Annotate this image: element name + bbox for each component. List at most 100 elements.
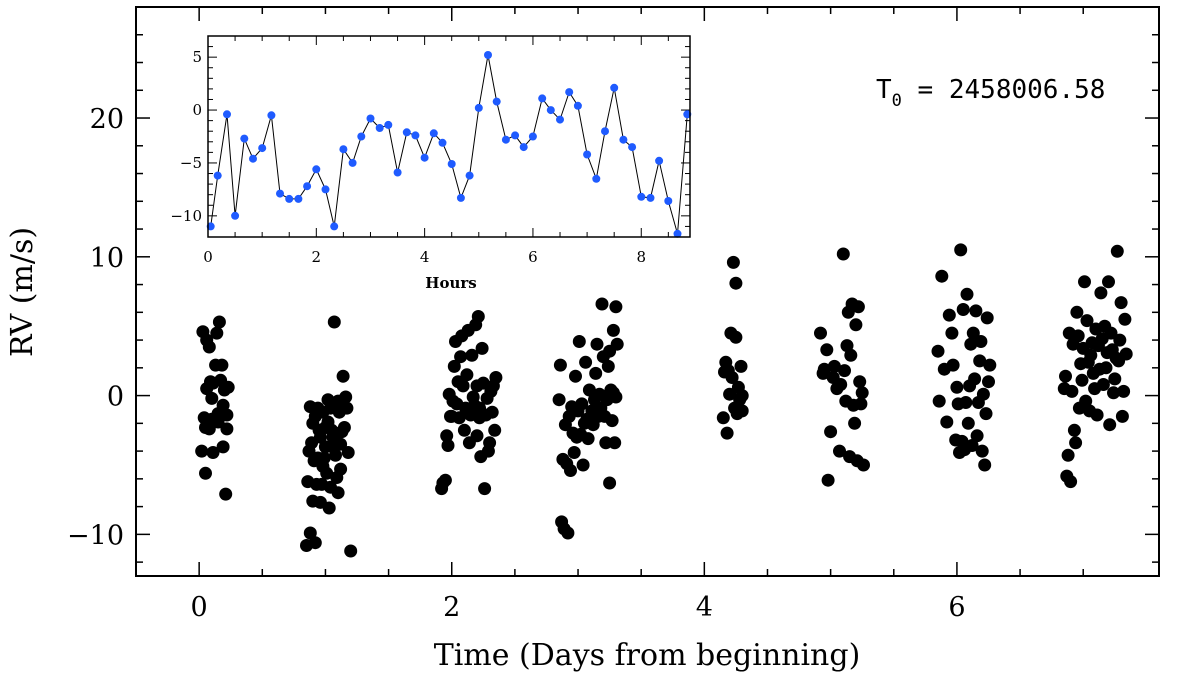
data-point (1114, 296, 1128, 310)
data-point (581, 432, 595, 446)
y-tick-label: 10 (90, 243, 124, 274)
data-point (978, 458, 992, 472)
data-point (205, 391, 219, 405)
inset-data-point (465, 171, 474, 180)
data-point (582, 383, 596, 397)
data-point (454, 350, 468, 364)
inset-data-point (628, 143, 637, 152)
x-axis-label: Time (Days from beginning) (434, 638, 861, 673)
data-point (219, 487, 233, 501)
data-point (1099, 361, 1113, 375)
data-point (337, 421, 351, 434)
inset-data-point (565, 88, 574, 97)
data-point (1107, 386, 1120, 400)
data-point (725, 371, 739, 384)
inset-y-tick-label: 0 (192, 101, 202, 119)
data-point (465, 348, 479, 362)
epoch-annotation-t: T (876, 75, 892, 105)
data-point (1070, 305, 1084, 319)
data-point (564, 464, 577, 477)
data-point (215, 358, 229, 372)
inset-data-point (556, 115, 564, 124)
data-point (478, 482, 492, 496)
data-point (327, 315, 341, 329)
data-point (1067, 423, 1081, 437)
data-point (334, 437, 348, 451)
data-point (734, 359, 748, 373)
inset-data-point (420, 153, 429, 162)
data-point (340, 401, 354, 415)
data-point (1103, 418, 1117, 432)
inset-data-point (501, 135, 510, 144)
data-point (220, 408, 234, 422)
inset-data-point (546, 106, 555, 115)
data-point (965, 439, 979, 452)
data-point (1090, 408, 1104, 422)
data-point (982, 375, 995, 389)
data-point (606, 323, 620, 337)
inset-data-point (646, 193, 655, 202)
data-point (460, 368, 474, 382)
data-point (336, 369, 350, 383)
data-point (212, 315, 226, 329)
data-point (844, 348, 858, 362)
data-point (966, 326, 980, 340)
data-point (974, 335, 988, 348)
data-point (610, 337, 624, 351)
data-point (960, 287, 974, 301)
data-point (589, 366, 603, 380)
inset-data-point (492, 97, 501, 106)
y-tick-label: 0 (107, 382, 124, 413)
data-point (483, 436, 497, 450)
data-point (475, 341, 489, 355)
inset-data-point (231, 211, 240, 220)
data-point (973, 354, 987, 368)
data-point (329, 448, 342, 462)
data-point (1078, 275, 1091, 289)
data-point (1084, 348, 1098, 362)
data-point (339, 390, 353, 404)
data-point (726, 255, 740, 269)
inset-data-point (375, 124, 384, 132)
inset-data-point (456, 193, 465, 202)
data-point (1110, 244, 1124, 258)
data-point (579, 355, 593, 369)
inset-data-point (601, 127, 609, 136)
main-axis-ticks (136, 7, 1159, 576)
inset-x-tick-label: 0 (203, 248, 213, 266)
inset-data-point (583, 150, 592, 159)
inset-data-point (447, 160, 456, 168)
inset-data-point (664, 197, 673, 205)
data-point (940, 415, 954, 429)
inset-data-point (474, 103, 483, 112)
data-point (322, 501, 336, 515)
epoch-annotation-sub: 0 (892, 91, 902, 111)
data-point (851, 300, 865, 314)
data-point (720, 426, 734, 440)
data-point (833, 444, 846, 458)
data-point (561, 526, 575, 540)
data-point (849, 318, 863, 332)
data-point (206, 446, 220, 459)
data-point (942, 308, 956, 322)
data-point (968, 372, 982, 386)
data-point (946, 358, 960, 372)
inset-x-tick-label: 4 (420, 248, 430, 266)
data-point (956, 303, 970, 316)
data-point (441, 439, 455, 452)
inset-background (208, 36, 690, 237)
inset-data-point (393, 168, 402, 177)
data-point (438, 473, 452, 487)
data-point (979, 407, 993, 421)
inset-y-tick-label: −5 (180, 154, 202, 172)
inset-data-point (438, 138, 447, 147)
data-point (1113, 333, 1127, 347)
data-point (1065, 384, 1079, 398)
inset-data-point (285, 194, 294, 203)
data-point (456, 379, 470, 393)
inset-data-point (312, 165, 321, 174)
inset-data-point (330, 222, 339, 231)
data-point (1064, 475, 1078, 489)
inset-data-point (429, 129, 438, 138)
data-point (553, 358, 567, 372)
